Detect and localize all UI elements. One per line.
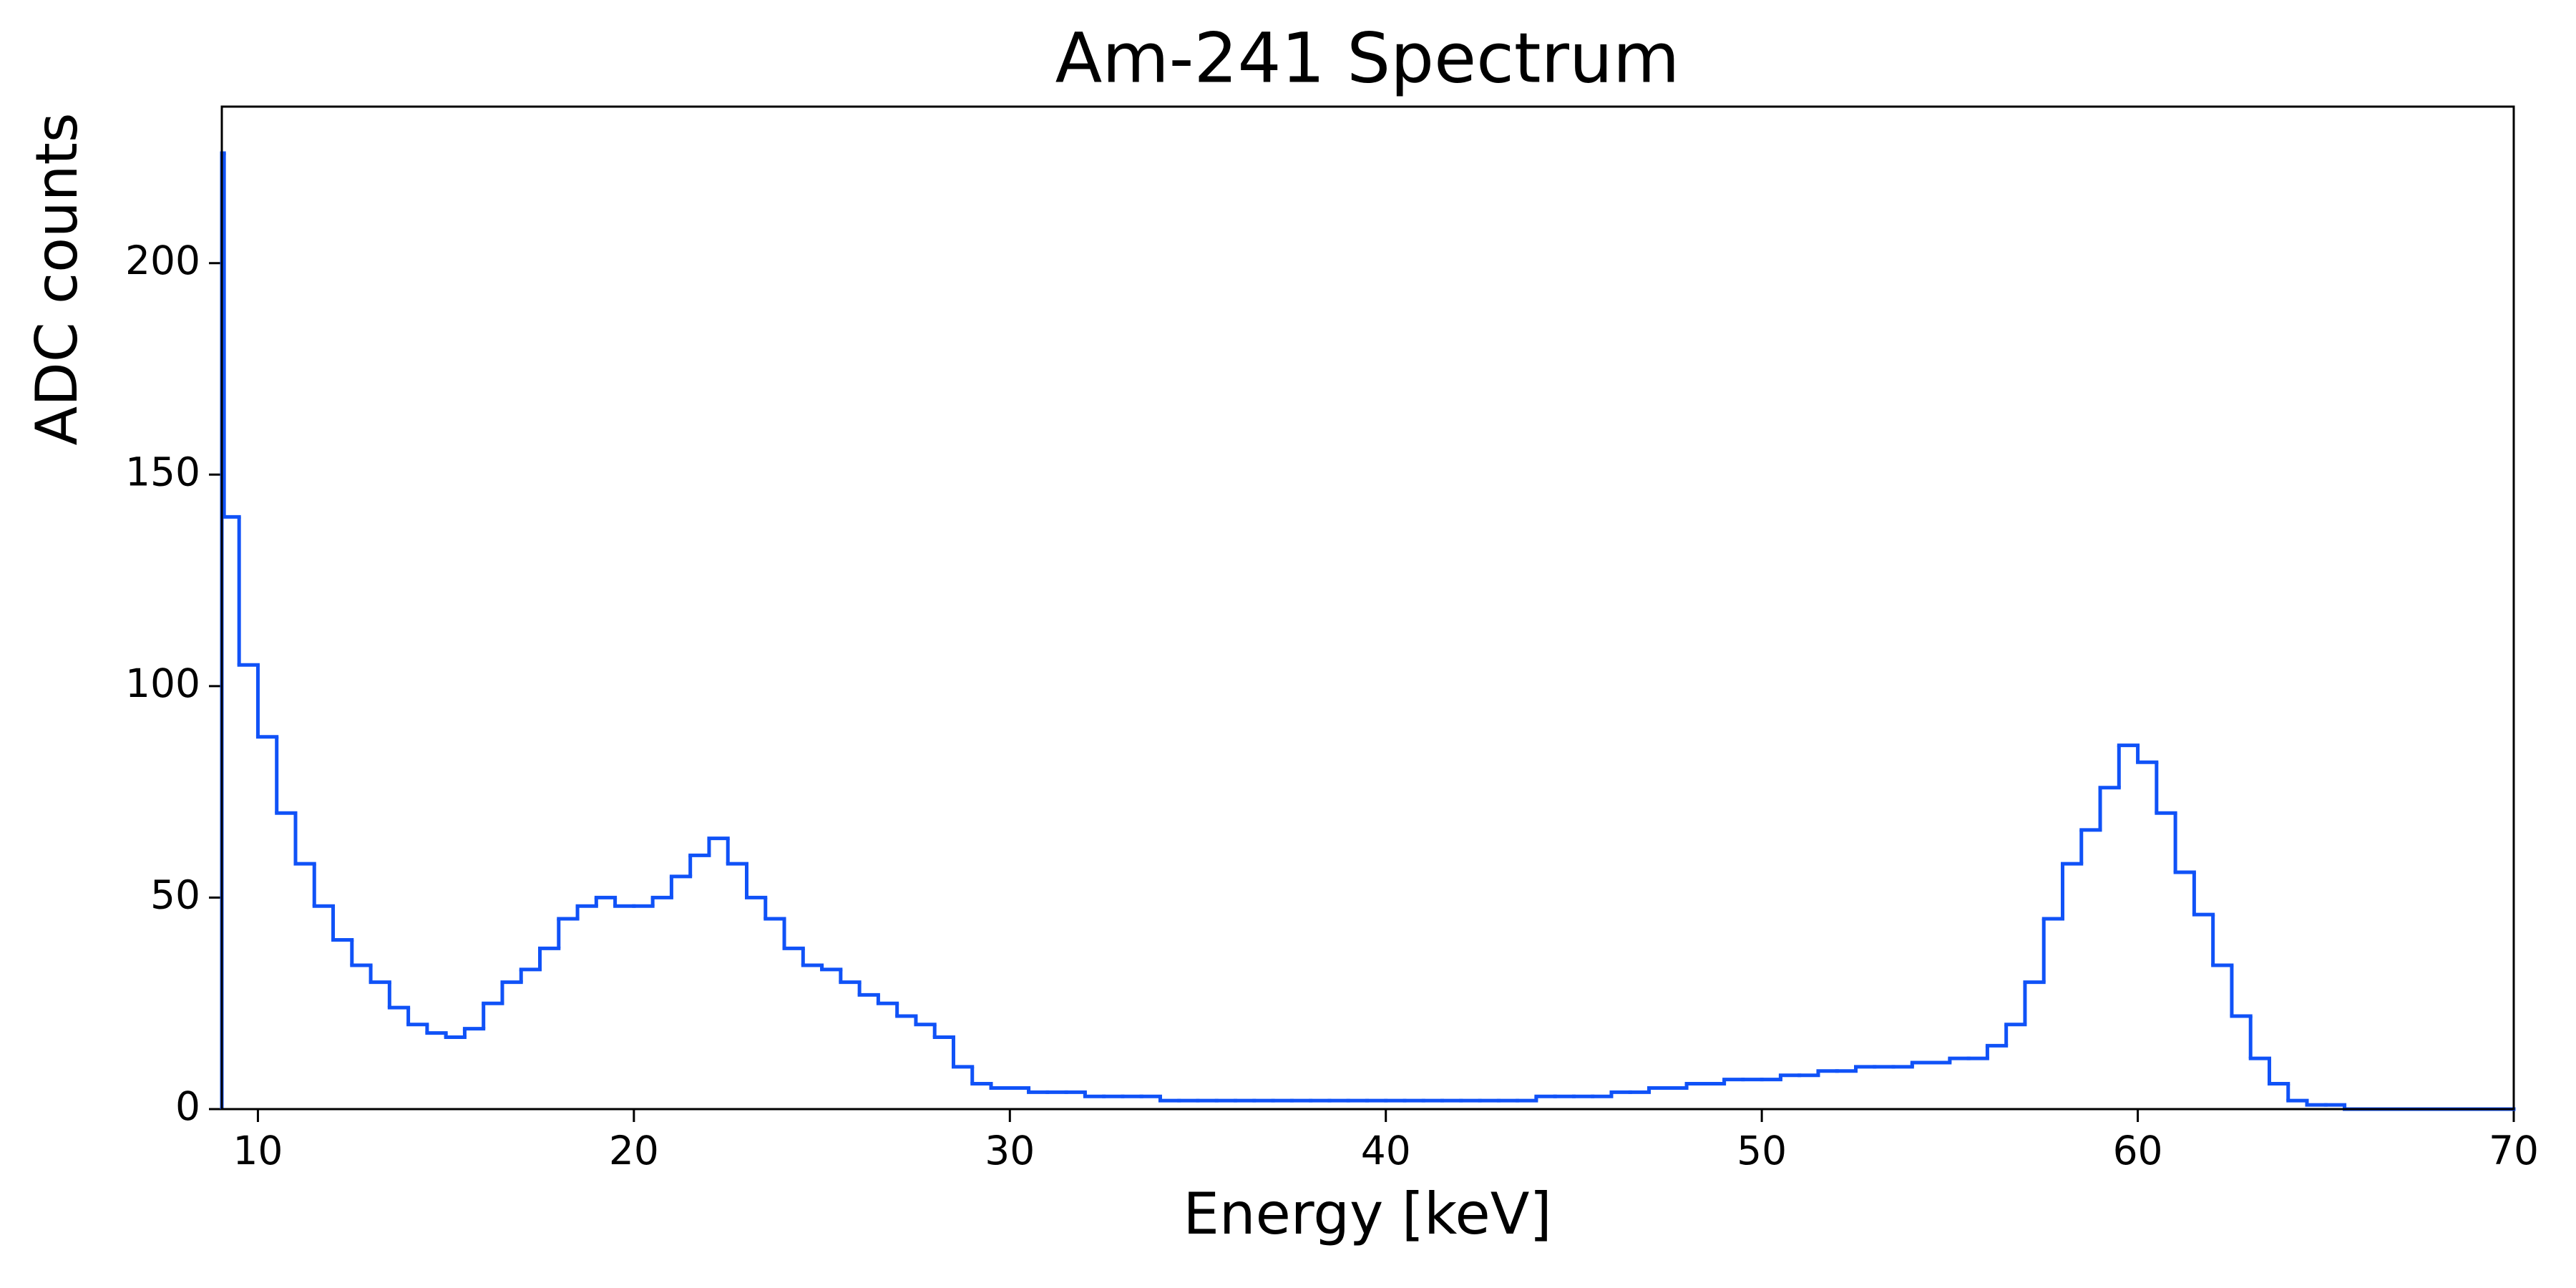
y-tick-label: 50 (150, 872, 200, 918)
x-tick-label: 20 (609, 1128, 659, 1174)
y-tick-label: 200 (125, 238, 200, 283)
x-tick-label: 70 (2489, 1128, 2539, 1174)
x-tick-label: 40 (1361, 1128, 1411, 1174)
x-axis-label: Energy [keV] (1183, 1181, 1551, 1247)
chart-title: Am-241 Spectrum (1055, 18, 1680, 98)
x-tick-label: 30 (985, 1128, 1035, 1174)
y-axis-label: ADC counts (24, 113, 90, 446)
y-tick-label: 150 (125, 449, 200, 494)
y-tick-label: 100 (125, 660, 200, 706)
x-tick-label: 10 (233, 1128, 283, 1174)
x-tick-label: 60 (2113, 1128, 2163, 1174)
y-tick-label: 0 (175, 1083, 200, 1129)
plot-frame (220, 105, 2515, 1111)
x-tick-label: 50 (1737, 1128, 1787, 1174)
